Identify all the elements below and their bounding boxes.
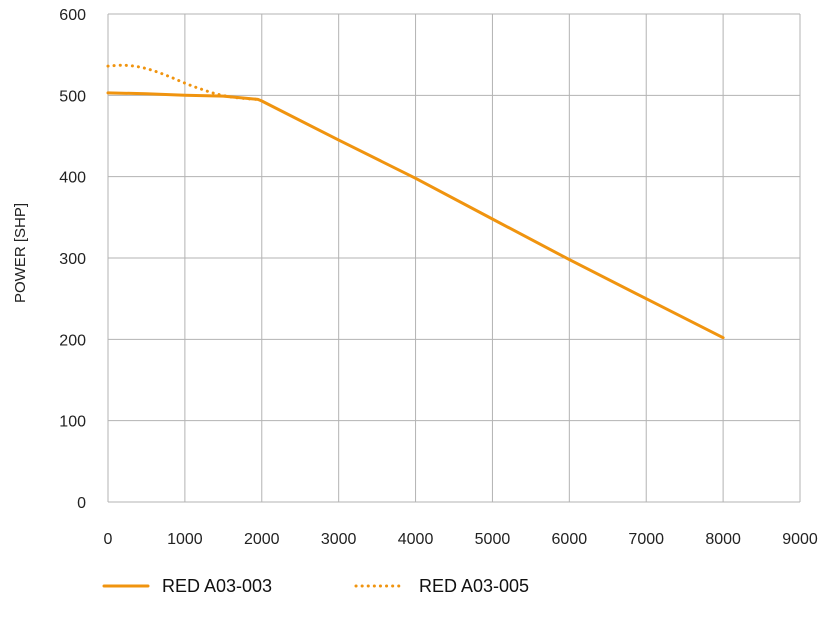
y-tick-label: 200	[59, 332, 86, 349]
x-tick-label: 9000	[782, 531, 818, 548]
x-tick-label: 0	[104, 531, 113, 548]
legend: RED A03-003 RED A03-005	[102, 576, 529, 596]
y-tick-label: 600	[59, 7, 86, 24]
grid	[107, 13, 801, 503]
y-axis-label: POWER [SHP]	[12, 203, 29, 303]
y-tick-label: 100	[59, 414, 86, 431]
x-tick-label: 5000	[475, 531, 511, 548]
y-tick-label: 400	[59, 170, 86, 187]
x-tick-label: 8000	[705, 531, 741, 548]
x-tick-label: 2000	[244, 531, 280, 548]
x-tick-label: 4000	[398, 531, 434, 548]
y-tick-label: 300	[59, 251, 86, 268]
legend-label: RED A03-005	[419, 576, 529, 596]
legend-label: RED A03-003	[162, 576, 272, 596]
x-tick-label: 7000	[628, 531, 664, 548]
series-lines	[106, 63, 725, 340]
legend-item: RED A03-005	[354, 576, 529, 596]
y-tick-label: 0	[77, 495, 86, 512]
series-line-red-a03-003	[106, 91, 725, 340]
x-tick-label: 1000	[167, 531, 203, 548]
tick-labels: 0 1000 2000 3000 4000 5000 6000 7000 8000 9000 0 10…	[59, 7, 818, 548]
x-tick-label: 3000	[321, 531, 357, 548]
x-tick-label: 6000	[552, 531, 588, 548]
legend-item: RED A03-003	[102, 576, 272, 596]
y-tick-label: 500	[59, 88, 86, 105]
